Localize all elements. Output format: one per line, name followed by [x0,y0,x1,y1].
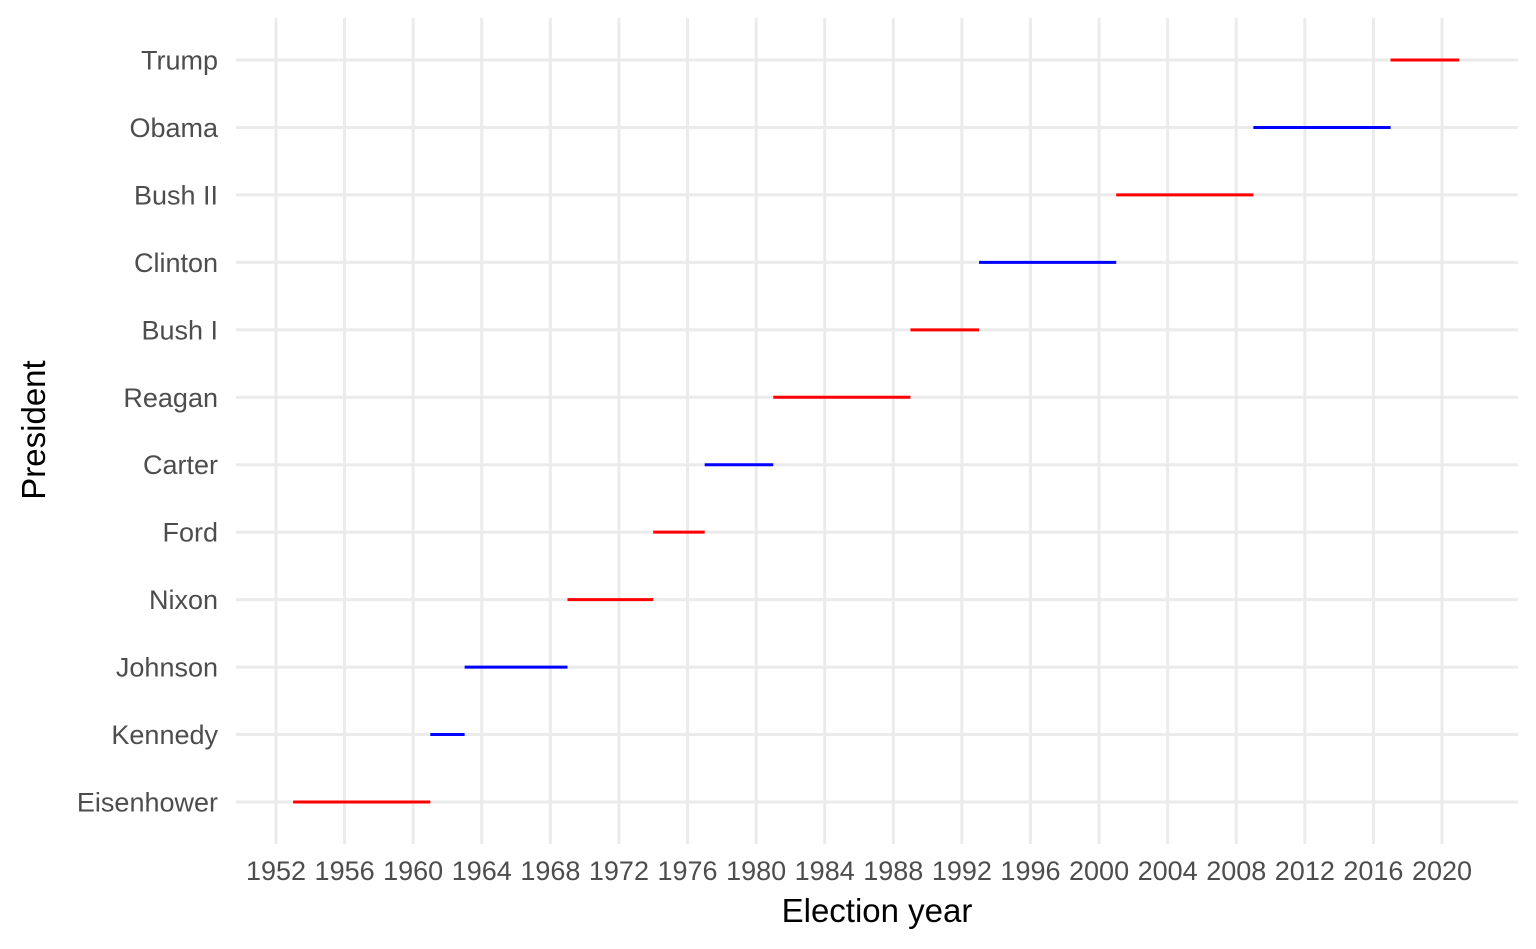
y-tick-label: Johnson [116,653,218,683]
x-tick-label: 2012 [1275,856,1335,886]
y-tick-label: Reagan [123,383,218,413]
x-tick-label: 2004 [1138,856,1198,886]
x-tick-labels: 1952 1956 1960 1964 1968 1972 1976 1980 1984 1988… [246,856,1472,886]
x-tick-label: 1960 [383,856,443,886]
y-tick-label: Obama [129,113,219,143]
y-tick-label: Bush II [134,180,218,210]
y-tick-label: Carter [143,450,218,480]
y-tick-label: Clinton [134,248,218,278]
x-tick-label: 1972 [589,856,649,886]
y-axis-title: President [15,360,52,499]
y-tick-labels: Eisenhower Kennedy Johnson Nixon Ford Carter R… [77,46,219,818]
x-tick-label: 1984 [795,856,855,886]
x-tick-label: 1964 [452,856,512,886]
x-tick-label: 1988 [863,856,923,886]
x-tick-label: 2008 [1206,856,1266,886]
x-tick-label: 1976 [657,856,717,886]
x-axis-title: Election year [782,892,973,929]
x-tick-label: 2016 [1343,856,1403,886]
x-tick-label: 2000 [1069,856,1129,886]
y-tick-label: Nixon [149,585,218,615]
y-tick-label: Ford [162,518,218,548]
x-tick-label: 1992 [932,856,992,886]
x-tick-label: 1952 [246,856,306,886]
y-tick-label: Kennedy [111,720,218,750]
segment-layer [293,58,1460,804]
x-tick-label: 1996 [1000,856,1060,886]
y-tick-label: Bush I [141,315,218,345]
y-tick-label: Trump [141,46,218,76]
x-tick-label: 1980 [726,856,786,886]
grid-layer [236,18,1518,844]
x-tick-label: 1956 [315,856,375,886]
x-tick-label: 2020 [1412,856,1472,886]
y-tick-label: Eisenhower [77,788,218,818]
x-tick-label: 1968 [520,856,580,886]
